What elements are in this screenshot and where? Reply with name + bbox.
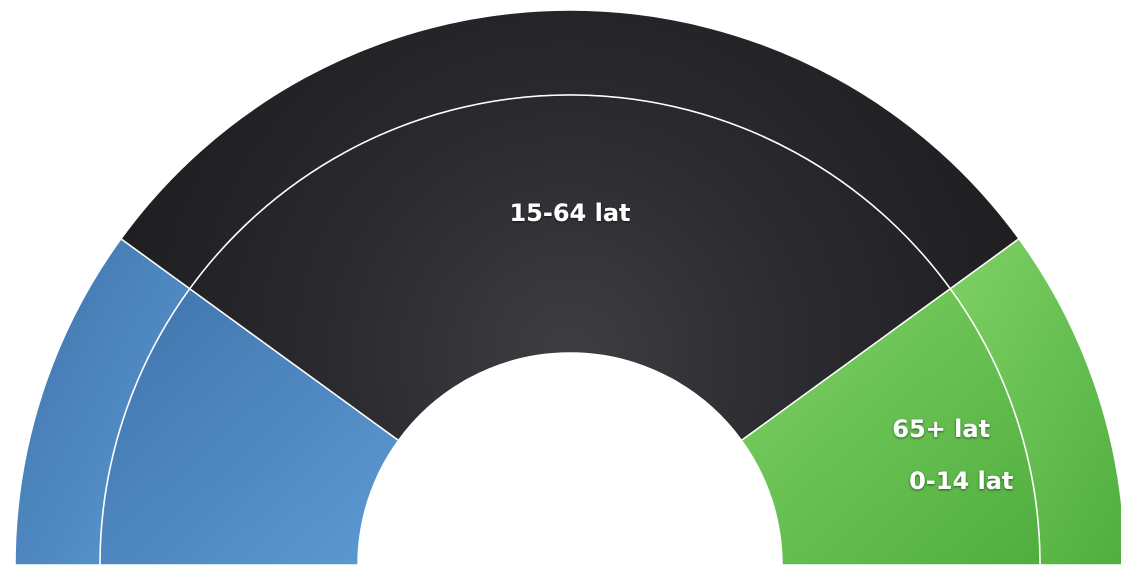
segment-label-65plus: 65+ lat: [892, 415, 990, 443]
segment-label-0-14: 0-14 lat: [909, 467, 1013, 495]
inner-ring-segment-0-14: [99, 287, 400, 565]
segment-label-15-64: 15-64 lat: [509, 199, 630, 227]
inner-ring-segment-65plus: [740, 287, 1041, 565]
inner-ring-segment-15-64: [188, 94, 952, 442]
